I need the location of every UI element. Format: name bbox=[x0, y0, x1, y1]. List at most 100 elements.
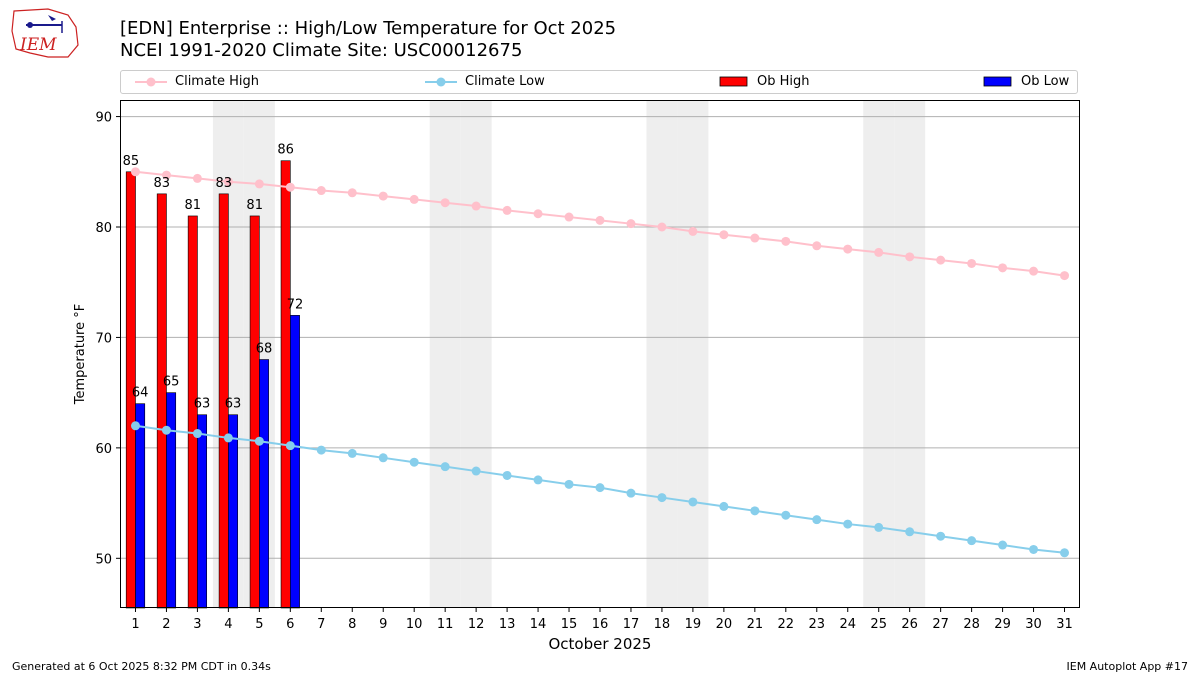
ob-low-label-1: 64 bbox=[132, 386, 149, 401]
x-tick-label-25: 25 bbox=[870, 617, 887, 632]
climate-high-point-23 bbox=[812, 241, 822, 251]
climate-low-point-25 bbox=[874, 522, 884, 532]
ob-high-label-2: 83 bbox=[154, 176, 171, 191]
y-tick-label-80: 80 bbox=[95, 221, 112, 236]
climate-high-point-24 bbox=[843, 244, 853, 254]
ob-low-label-6: 72 bbox=[287, 297, 304, 312]
x-tick-label-4: 4 bbox=[224, 617, 232, 632]
x-tick-label-23: 23 bbox=[809, 617, 826, 632]
ob-low-bar-1 bbox=[135, 403, 146, 609]
climate-low-point-27 bbox=[936, 531, 946, 541]
x-axis-label: October 2025 bbox=[549, 635, 652, 653]
climate-low-point-13 bbox=[502, 470, 512, 480]
legend-item-ob-high: Ob High bbox=[719, 74, 810, 89]
weekend-band-11 bbox=[429, 100, 461, 608]
x-tick-label-26: 26 bbox=[901, 617, 918, 632]
ob-low-label-4: 63 bbox=[225, 397, 242, 412]
y-axis-label: Temperature °F bbox=[73, 304, 88, 405]
climate-low-point-6 bbox=[285, 441, 295, 451]
x-tick-label-22: 22 bbox=[778, 617, 795, 632]
ob-low-bar-2 bbox=[166, 392, 177, 609]
chart-subtitle: NCEI 1991-2020 Climate Site: USC00012675 bbox=[120, 40, 523, 61]
ob-high-label-1: 85 bbox=[123, 154, 140, 169]
climate-high-point-19 bbox=[688, 226, 698, 236]
climate-low-point-12 bbox=[471, 466, 481, 476]
climate-low-point-16 bbox=[595, 483, 605, 493]
climate-low-point-9 bbox=[378, 453, 388, 463]
climate-low-point-29 bbox=[998, 540, 1008, 550]
x-tick-label-3: 3 bbox=[193, 617, 201, 632]
legend-item-climate-high: Climate High bbox=[135, 74, 259, 89]
climate-low-point-24 bbox=[843, 519, 853, 529]
x-tick-label-11: 11 bbox=[437, 617, 454, 632]
climate-low-point-10 bbox=[409, 457, 419, 467]
climate-high-point-31 bbox=[1060, 271, 1070, 281]
climate-low-point-4 bbox=[223, 433, 233, 443]
ob-high-label-4: 83 bbox=[215, 176, 232, 191]
climate-low-point-20 bbox=[719, 501, 729, 511]
climate-low-point-15 bbox=[564, 479, 574, 489]
ob-high-bar-3 bbox=[187, 215, 198, 609]
climate-low-point-18 bbox=[657, 493, 667, 503]
climate-high-point-6 bbox=[285, 182, 295, 192]
climate-high-point-15 bbox=[564, 212, 574, 222]
legend-label-ob-high: Ob High bbox=[757, 74, 810, 89]
climate-high-point-1 bbox=[130, 167, 140, 177]
x-tick-label-17: 17 bbox=[623, 617, 640, 632]
climate-low-point-22 bbox=[781, 510, 791, 520]
weekend-band-26 bbox=[894, 100, 926, 608]
x-tick-label-10: 10 bbox=[406, 617, 423, 632]
x-tick-label-5: 5 bbox=[255, 617, 263, 632]
climate-low-point-31 bbox=[1060, 548, 1070, 558]
climate-high-point-29 bbox=[998, 263, 1008, 273]
x-tick-label-30: 30 bbox=[1025, 617, 1042, 632]
x-tick-label-18: 18 bbox=[654, 617, 671, 632]
legend-item-ob-low: Ob Low bbox=[983, 74, 1069, 89]
x-tick-label-20: 20 bbox=[716, 617, 733, 632]
ob-low-swatch bbox=[983, 76, 1012, 86]
climate-high-point-25 bbox=[874, 247, 884, 257]
climate-low-point-5 bbox=[254, 436, 264, 446]
ob-high-label-5: 81 bbox=[246, 198, 263, 213]
climate-high-point-3 bbox=[192, 173, 202, 183]
climate-high-point-11 bbox=[440, 198, 450, 208]
climate-low-point-14 bbox=[533, 475, 543, 485]
plot-frame bbox=[120, 100, 1080, 608]
ob-low-label-2: 65 bbox=[163, 375, 180, 390]
ob-low-label-3: 63 bbox=[194, 397, 211, 412]
climate-high-point-5 bbox=[254, 179, 264, 189]
x-tick-label-15: 15 bbox=[561, 617, 578, 632]
climate-low-point-17 bbox=[626, 488, 636, 498]
legend-label-ob-low: Ob Low bbox=[1021, 74, 1070, 89]
chart-title: [EDN] Enterprise :: High/Low Temperature… bbox=[120, 18, 617, 39]
climate-low-point-30 bbox=[1029, 544, 1039, 554]
ob-high-swatch bbox=[719, 76, 748, 86]
climate-high-point-27 bbox=[936, 255, 946, 265]
legend-item-climate-low: Climate Low bbox=[425, 74, 545, 89]
climate-high-point-9 bbox=[378, 191, 388, 201]
climate-low-point-1 bbox=[130, 421, 140, 431]
ob-high-label-3: 81 bbox=[185, 198, 202, 213]
weekend-band-12 bbox=[460, 100, 492, 608]
climate-low-point-11 bbox=[440, 462, 450, 472]
climate-high-point-16 bbox=[595, 215, 605, 225]
climate-high-point-12 bbox=[471, 201, 481, 211]
x-tick-label-21: 21 bbox=[747, 617, 764, 632]
climate-high-point-26 bbox=[905, 252, 915, 262]
y-tick-label-70: 70 bbox=[95, 331, 112, 346]
x-tick-label-29: 29 bbox=[994, 617, 1011, 632]
climate-low-point-21 bbox=[750, 506, 760, 516]
climate-high-point-30 bbox=[1029, 266, 1039, 276]
x-tick-label-13: 13 bbox=[499, 617, 516, 632]
climate-high-point-8 bbox=[347, 188, 357, 198]
climate-high-point-7 bbox=[316, 186, 326, 196]
weekend-band-19 bbox=[677, 100, 709, 608]
x-tick-label-6: 6 bbox=[286, 617, 294, 632]
climate-high-point-28 bbox=[967, 258, 977, 268]
x-tick-label-19: 19 bbox=[685, 617, 702, 632]
x-tick-label-24: 24 bbox=[839, 617, 856, 632]
climate-high-point-2 bbox=[161, 170, 171, 180]
climate-high-point-18 bbox=[657, 222, 667, 232]
ob-low-bar-4 bbox=[228, 414, 238, 609]
climate-low-point-8 bbox=[347, 448, 357, 458]
